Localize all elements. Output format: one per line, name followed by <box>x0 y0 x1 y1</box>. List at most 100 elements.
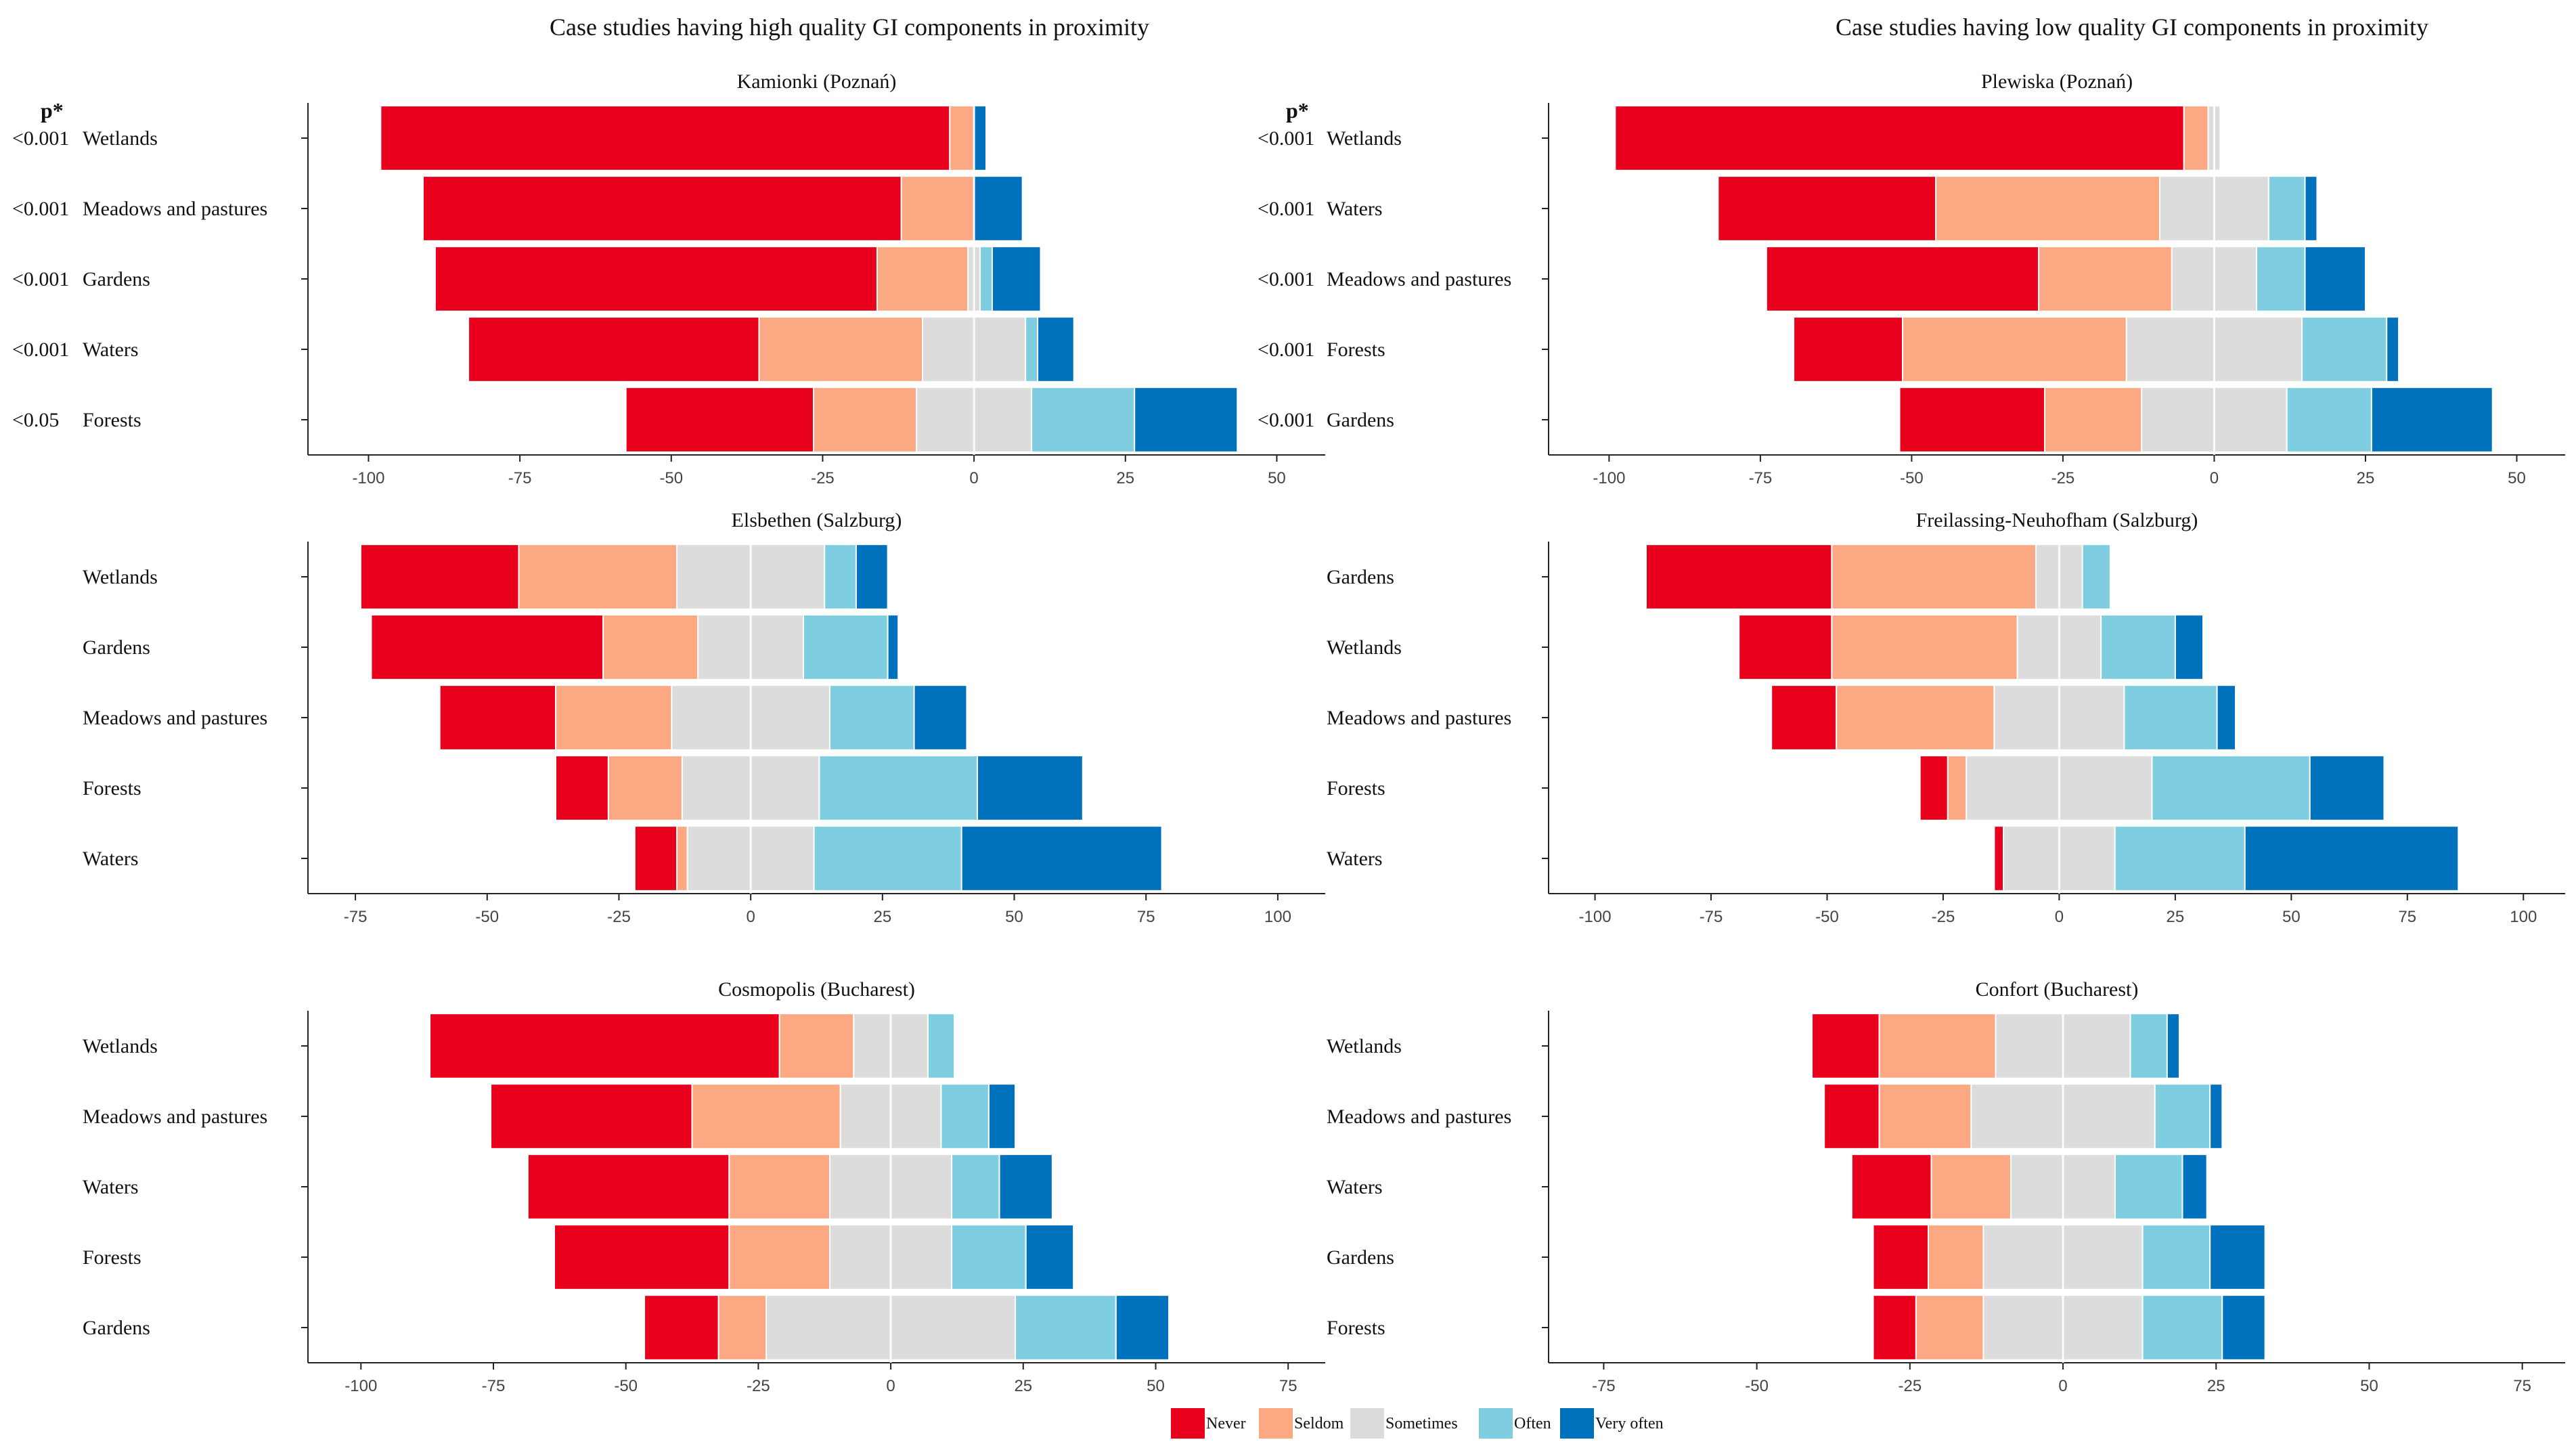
x-tick-label: 50 <box>1268 469 1286 487</box>
category-label: Meadows and pastures <box>83 707 267 729</box>
x-tick-label: 100 <box>1264 908 1291 926</box>
panel-plewiska-pozna: Plewiska (Poznań)-100 -75 -50 -25 0 25 50p*<0.… <box>1258 70 2565 487</box>
x-tick-label: 25 <box>873 908 891 926</box>
x-tick-label: 25 <box>1014 1377 1032 1395</box>
bar-segment-wetlands-seldom <box>2183 105 2209 171</box>
bar-segment-meadows-and-pastures-never <box>1765 246 2040 312</box>
bar-segment-forests-never <box>1793 316 1904 382</box>
bar-segment-meadows-and-pastures-seldom <box>2038 246 2173 312</box>
x-tick-label: -75 <box>1700 908 1723 926</box>
x-tick-label: 0 <box>2210 469 2219 487</box>
x-tick-label: -25 <box>2051 469 2075 487</box>
bar-segment-waters-often <box>1025 316 1039 382</box>
bar-segment-wetlands-seldom <box>949 105 975 171</box>
category-label: Waters <box>83 1176 139 1198</box>
bar-segment-waters-very-often <box>998 1154 1053 1220</box>
bar-segment-gardens-never <box>1898 387 2046 453</box>
category-label: Meadows and pastures <box>1327 1106 1511 1128</box>
bar-segment-forests-often <box>951 1224 1027 1290</box>
x-tick-label: 50 <box>2508 469 2526 487</box>
bar-segment-gardens-seldom <box>602 614 699 680</box>
x-tick-label: 25 <box>2167 908 2185 926</box>
x-tick-label: -25 <box>607 908 631 926</box>
bar-segment-waters-very-often <box>1037 316 1075 382</box>
category-label: Forests <box>1327 338 1385 361</box>
bar-segment-gardens-often <box>979 246 993 312</box>
x-tick-label: 0 <box>886 1377 895 1395</box>
x-tick-label: 25 <box>1116 469 1134 487</box>
bar-segment-meadows-and-pastures-seldom <box>555 684 673 751</box>
bar-segment-forests-very-often <box>2309 755 2385 821</box>
category-label: Meadows and pastures <box>1327 707 1511 729</box>
x-tick-label: 0 <box>2055 908 2064 926</box>
p-value-label: <0.001 <box>1258 409 1314 431</box>
bar-segment-meadows-and-pastures-seldom <box>900 175 975 242</box>
bar-segment-waters-seldom <box>1935 175 2160 242</box>
bar-segment-gardens-often <box>803 614 889 680</box>
bar-segment-forests-seldom <box>1947 755 1968 821</box>
bar-row-forests: Forests <box>83 1224 1075 1290</box>
x-tick-label: -50 <box>1900 469 1924 487</box>
bar-segment-wetlands-never <box>429 1013 780 1079</box>
bar-segment-wetlands-seldom <box>778 1013 855 1079</box>
bar-segment-meadows-and-pastures-often <box>940 1083 990 1150</box>
bar-row-gardens: Gardens <box>1327 1224 2266 1290</box>
right-column-header: Case studies having low quality GI compo… <box>1836 14 2428 41</box>
bar-segment-meadows-and-pastures-very-often <box>913 684 968 751</box>
panel-title: Cosmopolis (Bucharest) <box>718 978 915 1001</box>
bar-segment-wetlands-never <box>380 105 951 171</box>
category-label: Meadows and pastures <box>83 198 267 220</box>
legend-item-sometimes: Sometimes <box>1350 1408 1458 1439</box>
bar-row-gardens: <0.001 Gardens <box>12 246 1042 312</box>
x-tick-label: -100 <box>352 469 384 487</box>
bar-segment-gardens-very-often <box>991 246 1042 312</box>
x-tick-label: -100 <box>1579 908 1612 926</box>
category-label: Gardens <box>1327 566 1394 588</box>
x-tick-label: -25 <box>811 469 835 487</box>
bar-row-gardens: <0.001 Gardens <box>1258 387 2493 453</box>
p-value-label: <0.001 <box>12 127 69 150</box>
category-label: Forests <box>1327 777 1385 800</box>
bar-segment-gardens-very-often <box>1115 1294 1170 1361</box>
x-tick-label: -75 <box>344 908 368 926</box>
x-tick-label: -75 <box>482 1377 506 1395</box>
category-label: Gardens <box>83 268 150 290</box>
p-value-label: <0.001 <box>12 198 69 220</box>
bar-row-forests: Forests <box>1327 755 2385 821</box>
bar-row-wetlands: Wetlands <box>83 544 889 610</box>
bar-segment-meadows-and-pastures-often <box>2123 684 2218 751</box>
legend-label: Seldom <box>1294 1415 1344 1432</box>
bar-segment-meadows-and-pastures-seldom <box>1878 1083 1972 1150</box>
x-tick-label: 0 <box>969 469 978 487</box>
category-label: Waters <box>1327 198 1383 220</box>
bar-segment-waters-seldom <box>758 316 924 382</box>
bar-segment-waters-seldom <box>676 825 688 892</box>
bar-segment-forests-very-often <box>1134 387 1239 453</box>
x-tick-label: -50 <box>475 908 499 926</box>
p-value-header: p* <box>1286 98 1309 123</box>
x-tick-label: -50 <box>659 469 683 487</box>
x-tick-label: -25 <box>1932 908 1955 926</box>
category-label: Wetlands <box>1327 127 1402 150</box>
bar-segment-meadows-and-pastures-never <box>422 175 902 242</box>
category-label: Wetlands <box>83 127 158 150</box>
category-label: Wetlands <box>83 566 158 588</box>
bar-segment-wetlands-seldom <box>518 544 678 610</box>
bar-segment-gardens-never <box>1645 544 1833 610</box>
bar-segment-meadows-and-pastures-very-often <box>2216 684 2237 751</box>
bar-segment-gardens-often <box>2286 387 2372 453</box>
x-tick-label: 50 <box>1005 908 1023 926</box>
x-tick-label: -25 <box>747 1377 770 1395</box>
bar-row-gardens: Gardens <box>1327 544 2111 610</box>
bar-segment-meadows-and-pastures-seldom <box>1836 684 1995 751</box>
bar-segment-wetlands-very-often <box>2174 614 2204 680</box>
bar-segment-forests-seldom <box>1902 316 2127 382</box>
x-tick-label: -50 <box>614 1377 638 1395</box>
bar-segment-meadows-and-pastures-never <box>490 1083 693 1150</box>
panel-title: Elsbethen (Salzburg) <box>732 509 902 531</box>
bar-segment-gardens-seldom <box>1927 1224 1984 1290</box>
x-tick-label: 100 <box>2510 908 2537 926</box>
bar-segment-gardens-very-often <box>887 614 900 680</box>
p-value-label: <0.001 <box>12 338 69 361</box>
legend-label: Sometimes <box>1385 1415 1458 1432</box>
